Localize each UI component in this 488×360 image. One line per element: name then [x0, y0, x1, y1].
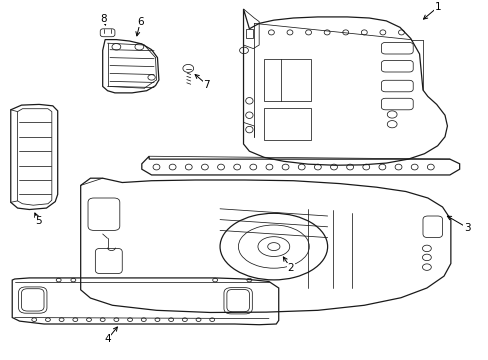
Text: 1: 1	[433, 2, 440, 12]
Text: 2: 2	[287, 263, 294, 273]
Text: 5: 5	[35, 216, 42, 226]
Text: 4: 4	[104, 334, 111, 344]
Text: 3: 3	[463, 222, 469, 233]
Text: 8: 8	[100, 14, 107, 24]
Text: 6: 6	[137, 17, 143, 27]
Bar	[264, 108, 310, 140]
Text: 7: 7	[203, 80, 210, 90]
Bar	[264, 59, 310, 101]
Bar	[245, 29, 253, 38]
